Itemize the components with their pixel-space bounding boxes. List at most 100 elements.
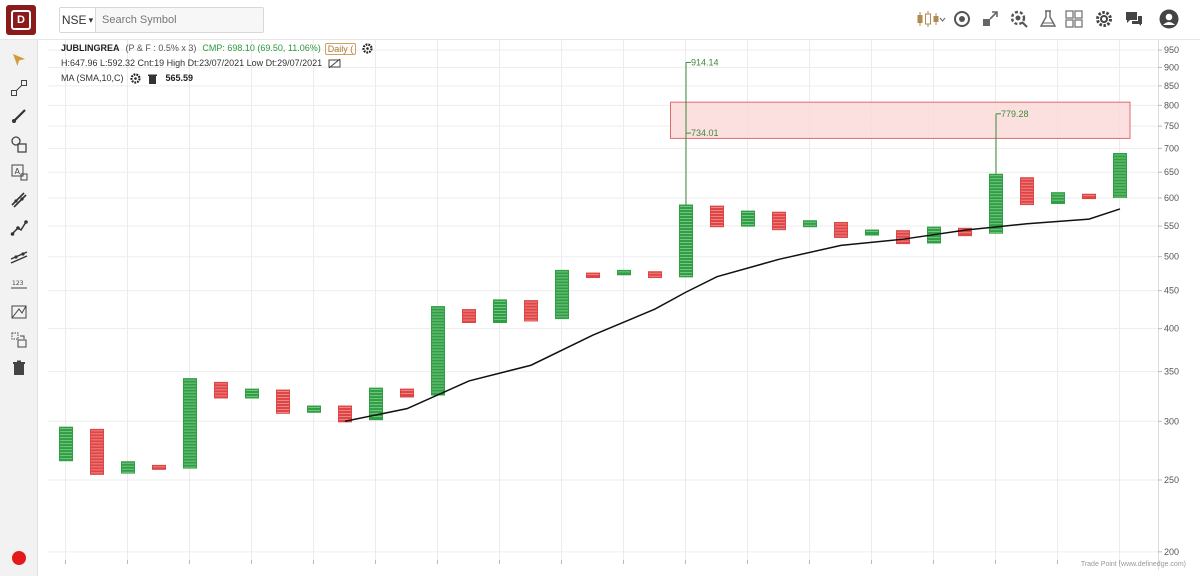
magnet-tool-icon[interactable] <box>9 330 29 350</box>
o-column <box>152 464 166 470</box>
chat-icon[interactable] <box>1123 9 1145 29</box>
app-logo[interactable]: D <box>6 5 36 35</box>
pattern-tool-icon[interactable] <box>9 302 29 322</box>
column-body <box>1113 153 1127 199</box>
channel-tool-icon[interactable] <box>9 246 29 266</box>
o-column <box>276 389 290 414</box>
column-body <box>431 306 445 396</box>
trendline-tool-icon[interactable] <box>9 78 29 98</box>
x-column <box>183 378 197 469</box>
exchange-label: NSE <box>61 13 87 27</box>
x-column <box>617 269 631 276</box>
x-column <box>369 387 383 421</box>
pf-info: (P & F : 0.5% x 3) <box>125 43 197 53</box>
column-body <box>865 229 879 236</box>
fullscreen-icon[interactable] <box>980 9 1000 29</box>
y-tick-label: 250 <box>1164 475 1179 485</box>
annotation-label: 779.28 <box>1001 109 1029 119</box>
column-body <box>400 388 414 398</box>
ma-polyline <box>344 208 1121 422</box>
y-tick-label: 900 <box>1164 62 1179 72</box>
exchange-select[interactable]: NSE ▾ <box>60 8 96 32</box>
path-tool-icon[interactable] <box>9 218 29 238</box>
brush-icon[interactable] <box>9 106 29 126</box>
x-column <box>865 229 879 236</box>
cmp-value: CMP: 698.10 (69.50, 11.06%) <box>202 43 321 53</box>
x-column <box>121 461 135 474</box>
x-column <box>1051 192 1065 204</box>
lab-icon[interactable] <box>1038 9 1058 29</box>
trash-icon[interactable] <box>9 358 29 378</box>
measure-tool-icon[interactable]: 123 <box>9 274 29 294</box>
column-body <box>524 300 538 322</box>
pf-columns <box>59 153 1127 475</box>
svg-text:A: A <box>15 167 21 176</box>
column-body <box>648 271 662 279</box>
o-column <box>586 272 600 279</box>
ma-settings-icon[interactable] <box>129 73 141 84</box>
chart-legend: JUBLINGREA (P & F : 0.5% x 3) CMP: 698.1… <box>61 41 373 86</box>
ma-value: 565.59 <box>165 73 194 83</box>
x-column <box>679 204 693 278</box>
target-icon[interactable] <box>952 9 972 29</box>
y-tick-label: 350 <box>1164 367 1179 377</box>
x-column <box>431 306 445 396</box>
column-body <box>710 205 724 228</box>
text-tool-icon[interactable]: A <box>9 162 29 182</box>
column-body <box>1082 193 1096 200</box>
column-stats: H:647.96 L:592.32 Cnt:19 High Dt:23/07/2… <box>61 58 323 68</box>
y-tick-label: 450 <box>1164 286 1179 296</box>
candlestick-chart-type-icon[interactable] <box>916 9 946 29</box>
y-tick-label: 950 <box>1164 45 1179 55</box>
column-body <box>121 461 135 474</box>
y-tick-label: 400 <box>1164 324 1179 334</box>
timeframe-label: Daily ( <box>327 43 354 54</box>
shapes-tool-icon[interactable] <box>9 134 29 154</box>
y-tick-label: 700 <box>1164 143 1179 153</box>
y-tick-label: 750 <box>1164 121 1179 131</box>
hide-chart-icon[interactable] <box>328 58 341 69</box>
o-column <box>1082 193 1096 200</box>
gear-icon[interactable] <box>1094 9 1114 29</box>
cursor-icon[interactable] <box>9 50 29 70</box>
chevron-down-icon: ▾ <box>88 14 94 25</box>
resistance-zone-box <box>670 101 1131 139</box>
y-tick-label: 850 <box>1164 81 1179 91</box>
symbol-name: JUBLINGREA <box>61 43 120 53</box>
o-column <box>524 300 538 322</box>
search-input[interactable] <box>96 14 256 26</box>
timeframe-select[interactable]: Daily ( <box>324 42 357 55</box>
price-axis: 200 250 300 350 400 450 500 550 600 650 700 750 800 8… <box>1158 40 1179 570</box>
x-column <box>245 388 259 399</box>
y-tick-label: 800 <box>1164 100 1179 110</box>
column-body <box>1020 177 1034 206</box>
column-body <box>958 227 972 237</box>
o-column <box>772 211 786 231</box>
annotations: 914.14 734.01 779.28 <box>685 57 1029 205</box>
x-column <box>741 210 755 227</box>
settings-icon[interactable] <box>362 43 373 54</box>
column-body <box>338 405 352 423</box>
column-body <box>679 204 693 278</box>
layout-grid-icon[interactable] <box>1064 9 1084 29</box>
pf-chart[interactable]: 914.14 734.01 779.28 200 250 300 350 400 450 500… <box>38 40 1200 576</box>
user-avatar-icon[interactable] <box>1158 9 1180 29</box>
ma-delete-icon[interactable] <box>147 73 158 84</box>
resistance-zone <box>670 101 1131 139</box>
column-body <box>586 272 600 279</box>
o-column <box>462 309 476 324</box>
x-column <box>59 426 73 462</box>
y-tick-label: 200 <box>1164 547 1179 557</box>
column-body <box>369 387 383 421</box>
column-body <box>617 269 631 276</box>
column-body <box>555 269 569 320</box>
y-tick-label: 300 <box>1164 416 1179 426</box>
fibonacci-tool-icon[interactable] <box>9 190 29 210</box>
o-column <box>1020 177 1034 206</box>
column-body <box>741 210 755 227</box>
o-column <box>834 221 848 238</box>
record-indicator[interactable] <box>12 551 26 565</box>
settings-search-icon[interactable] <box>1008 9 1030 29</box>
x-column <box>989 173 1003 234</box>
drawing-tools-sidebar: A 123 <box>0 40 38 576</box>
